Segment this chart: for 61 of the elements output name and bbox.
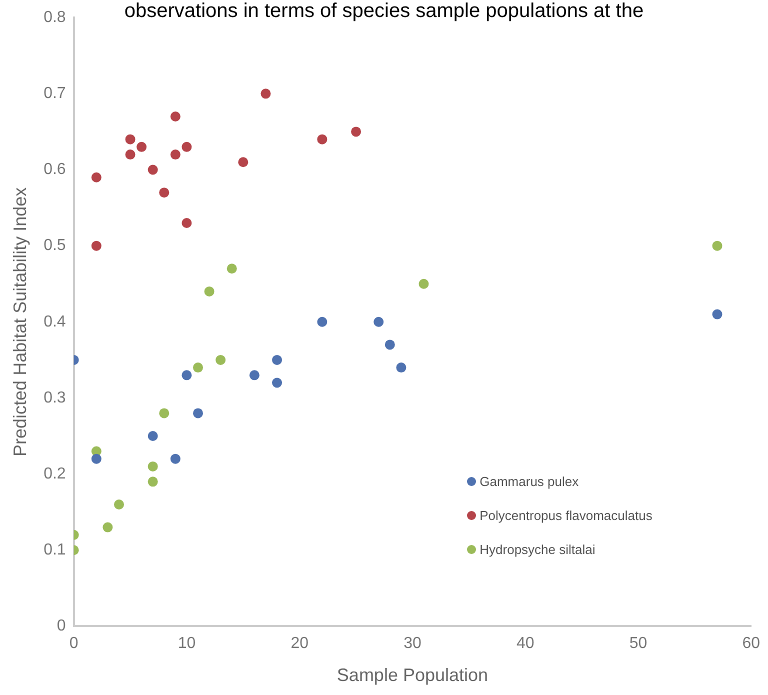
y-tick-label: 0.4 (44, 313, 66, 330)
point (272, 378, 282, 388)
point (249, 370, 260, 380)
y-tick-label: 0.2 (44, 465, 66, 482)
y-tick-label: 0 (56, 618, 66, 635)
x-tick-label: 60 (742, 635, 760, 652)
y-tick-label: 0.6 (44, 161, 66, 178)
point (204, 286, 214, 296)
x-tick-label: 30 (404, 635, 422, 652)
x-tick-label: 0 (69, 635, 78, 652)
point (148, 431, 158, 442)
y-tick-label: 0.8 (44, 9, 66, 26)
point (182, 218, 192, 228)
point (125, 150, 136, 160)
point (148, 164, 158, 175)
point (159, 408, 170, 418)
point (418, 278, 429, 289)
x-tick-label: 10 (178, 635, 196, 652)
point (170, 454, 180, 464)
y-tick-label: 0.3 (44, 389, 66, 406)
point (712, 309, 722, 320)
legend-label: Polycentropus flavomaculatus (480, 508, 652, 523)
point (91, 454, 102, 464)
x-tick-label: 20 (290, 635, 309, 652)
point (182, 370, 192, 380)
point (216, 354, 226, 365)
point (317, 316, 328, 327)
point (170, 112, 180, 122)
x-tick-label: 40 (516, 635, 534, 652)
point (148, 461, 158, 472)
point (136, 142, 147, 152)
point (226, 264, 237, 274)
point (148, 476, 158, 487)
point (193, 362, 204, 373)
point (102, 522, 113, 532)
point (396, 362, 406, 373)
y-tick-label: 0.7 (44, 85, 66, 102)
y-axis-title: Predicted Habitat Suitability Index (10, 187, 30, 456)
annotation: observations in terms of species sample populations at the (124, 0, 644, 22)
point (125, 134, 136, 144)
point (193, 408, 204, 418)
point (238, 157, 248, 168)
point (317, 134, 328, 144)
x-axis-title: Sample Population (336, 665, 488, 686)
point (114, 499, 124, 510)
point (384, 340, 395, 350)
point (351, 126, 362, 137)
point (260, 88, 271, 99)
y-tick-label: 0.5 (44, 237, 66, 254)
x-tick-label: 50 (629, 635, 648, 652)
legend-label: Gammarus pulex (480, 474, 579, 489)
point (374, 316, 384, 327)
point (159, 188, 170, 198)
legend-label: Hydropsyche siltalai (480, 542, 596, 557)
point (712, 240, 722, 251)
point (91, 172, 102, 182)
point (170, 150, 180, 160)
point (182, 142, 192, 152)
point (272, 354, 282, 365)
y-tick-label: 0.1 (44, 542, 66, 559)
point (91, 240, 102, 251)
